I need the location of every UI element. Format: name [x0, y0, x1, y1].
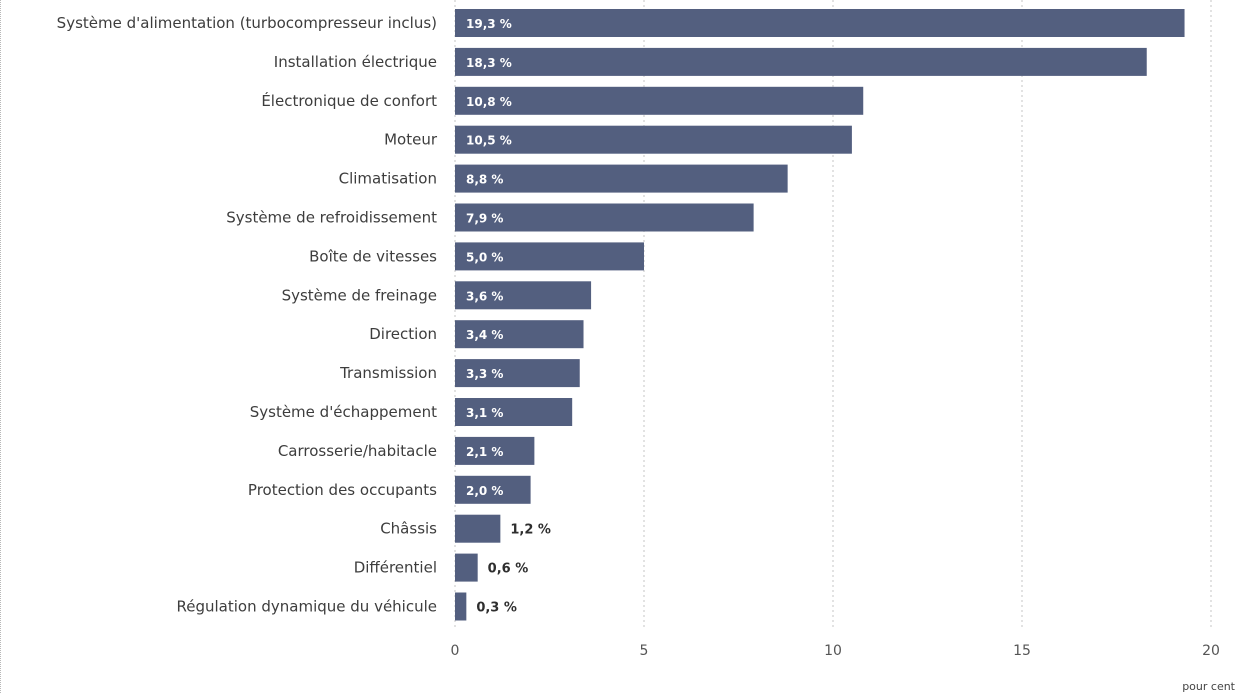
bar-value-label: 0,6 % [488, 562, 529, 577]
bar [455, 203, 754, 232]
bar [455, 553, 478, 582]
bar [455, 47, 1147, 76]
bar-value-label: 2,1 % [466, 445, 503, 459]
bar [455, 592, 467, 621]
bar-value-label: 3,6 % [466, 289, 503, 303]
category-label: Châssis [380, 520, 437, 538]
bar-value-label: 2,0 % [466, 484, 503, 498]
category-label: Système de refroidissement [226, 209, 437, 227]
bar-value-label: 7,9 % [466, 212, 503, 226]
bar [455, 475, 531, 504]
bar-value-label: 18,3 % [466, 56, 512, 70]
bar [455, 359, 580, 388]
x-tick-label: 10 [824, 643, 842, 659]
category-label: Transmission [339, 364, 437, 382]
category-label: Moteur [384, 131, 438, 149]
category-label: Direction [369, 325, 437, 343]
bar-value-label: 10,5 % [466, 134, 512, 148]
bar-value-label: 1,2 % [510, 523, 551, 538]
bar [455, 436, 535, 465]
value-labels: 19,3 % 18,3 % 10,8 % 10,5 % 8,8 % 7,9 % 5,0 % 3… [466, 17, 551, 616]
category-label: Système de freinage [282, 286, 437, 304]
category-labels: Système d'alimentation (turbocompresseur… [57, 14, 438, 616]
bars [455, 9, 1185, 621]
category-label: Installation électrique [274, 53, 437, 71]
bar [455, 125, 852, 154]
x-tick-label: 20 [1202, 643, 1220, 659]
bar [455, 164, 788, 193]
bar-value-label: 3,3 % [466, 367, 503, 381]
x-tick-label: 0 [451, 643, 460, 659]
x-axis-unit-label: pour cent [1182, 680, 1235, 693]
category-label: Électronique de confort [261, 91, 437, 110]
category-label: Carrosserie/habitacle [278, 442, 437, 460]
bar [455, 86, 864, 115]
bar-value-label: 3,4 % [466, 328, 503, 342]
bar [455, 320, 584, 349]
bar-value-label: 3,1 % [466, 406, 503, 420]
x-tick-label: 5 [640, 643, 649, 659]
bar [455, 514, 501, 543]
bar-value-label: 8,8 % [466, 173, 503, 187]
category-label: Protection des occupants [248, 481, 437, 499]
bar-value-label: 10,8 % [466, 95, 512, 109]
bar [455, 398, 573, 426]
bar-value-label: 0,3 % [476, 601, 517, 616]
category-label: Régulation dynamique du véhicule [177, 598, 438, 616]
x-tick-label: 15 [1013, 643, 1031, 659]
category-label: Différentiel [354, 559, 437, 577]
category-label: Climatisation [339, 170, 437, 188]
bar [455, 281, 592, 310]
bar [455, 242, 644, 271]
bar [455, 9, 1185, 37]
bar-value-label: 5,0 % [466, 250, 503, 264]
category-label: Système d'alimentation (turbocompresseur… [57, 14, 437, 32]
bar-value-label: 19,3 % [466, 17, 512, 31]
x-axis-ticks: 0 5 10 15 20 [451, 643, 1220, 659]
category-label: Système d'échappement [250, 403, 437, 421]
category-label: Boîte de vitesses [309, 247, 437, 265]
